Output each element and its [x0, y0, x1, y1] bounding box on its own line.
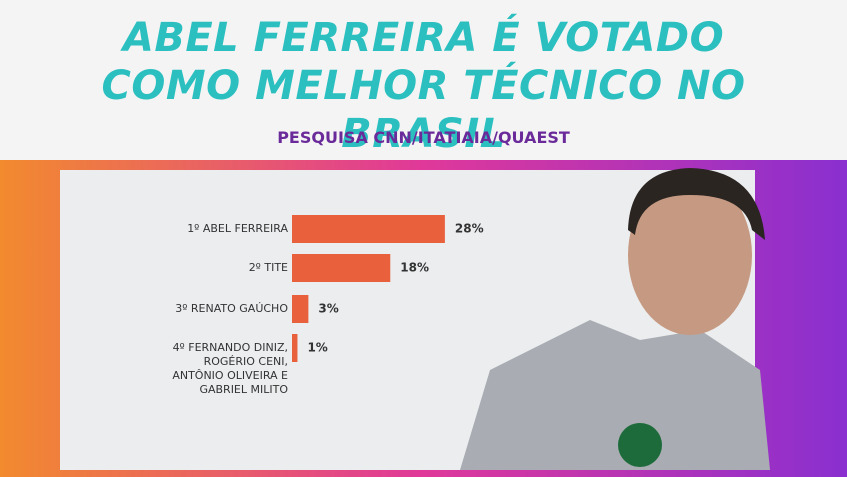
bar	[292, 254, 391, 282]
bar	[292, 334, 298, 362]
value-label: 1%	[307, 341, 327, 355]
category-label: 3º RENATO GAÚCHO	[175, 302, 288, 315]
subtitle: PESQUISA CNN/ITATIAIA/QUAEST	[277, 128, 570, 147]
coach-photo	[460, 168, 770, 470]
bar	[292, 295, 309, 323]
header-bg	[0, 0, 847, 160]
category-label: 4º FERNANDO DINIZ, ROGÉRIO CENI, ANTÔNIO…	[172, 341, 288, 396]
category-label: 1º ABEL FERREIRA	[187, 222, 288, 235]
category-label: 2º TITE	[248, 261, 288, 274]
value-label: 3%	[318, 302, 338, 316]
value-label: 18%	[400, 261, 429, 275]
bar	[292, 215, 445, 243]
value-label: 28%	[455, 222, 484, 236]
title: ABEL FERREIRA É VOTADO COMO MELHOR TÉCNI…	[101, 15, 746, 157]
